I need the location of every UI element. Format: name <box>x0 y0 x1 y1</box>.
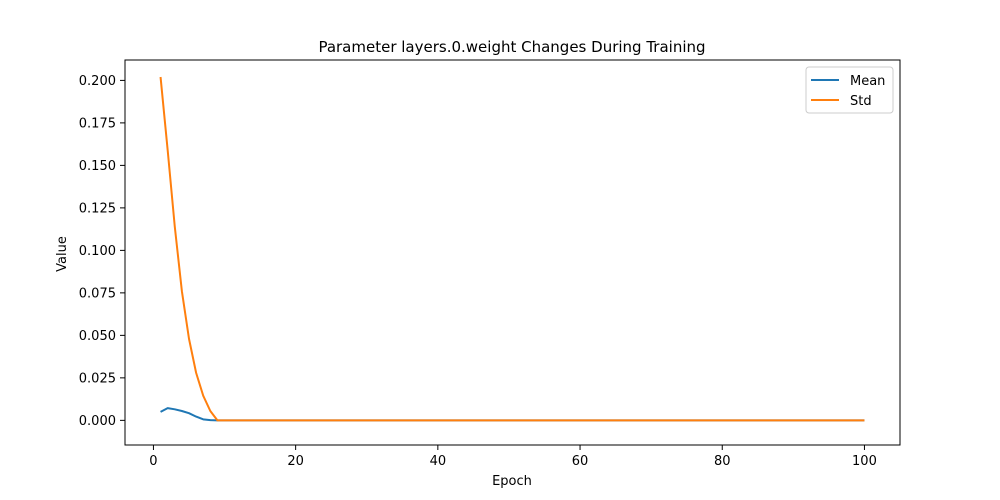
y-tick-label: 0.075 <box>79 286 116 301</box>
x-tick-label: 0 <box>149 454 157 469</box>
x-tick-label: 60 <box>572 454 589 469</box>
chart-title: Parameter layers.0.weight Changes During… <box>318 38 705 56</box>
x-tick-label: 40 <box>430 454 447 469</box>
legend-box <box>805 66 894 114</box>
x-tick-label: 80 <box>714 454 731 469</box>
y-tick-label: 0.125 <box>79 201 116 216</box>
x-axis-label: Epoch <box>492 474 532 489</box>
y-tick-label: 0.050 <box>79 329 116 344</box>
x-tick-label: 20 <box>287 454 304 469</box>
plot-area: 0 20 40 60 80 100 0.000 0.025 0.050 0.075 0.100 0.1… <box>79 59 901 469</box>
y-tick-label: 0.200 <box>79 74 116 89</box>
legend-label-std: Std <box>850 94 872 109</box>
y-tick-label: 0.100 <box>79 244 116 259</box>
y-tick-label: 0.025 <box>79 371 116 386</box>
y-tick-label: 0.175 <box>79 116 116 131</box>
y-tick-label: 0.150 <box>79 159 116 174</box>
plot-frame <box>124 59 901 446</box>
y-tick-label: 0.000 <box>79 414 116 429</box>
y-axis-label: Value <box>55 236 70 272</box>
legend: Mean Std <box>805 66 894 114</box>
x-tick-label: 100 <box>852 454 877 469</box>
series-line-std <box>159 76 865 422</box>
legend-label-mean: Mean <box>850 74 885 89</box>
series-line-mean <box>160 407 865 422</box>
